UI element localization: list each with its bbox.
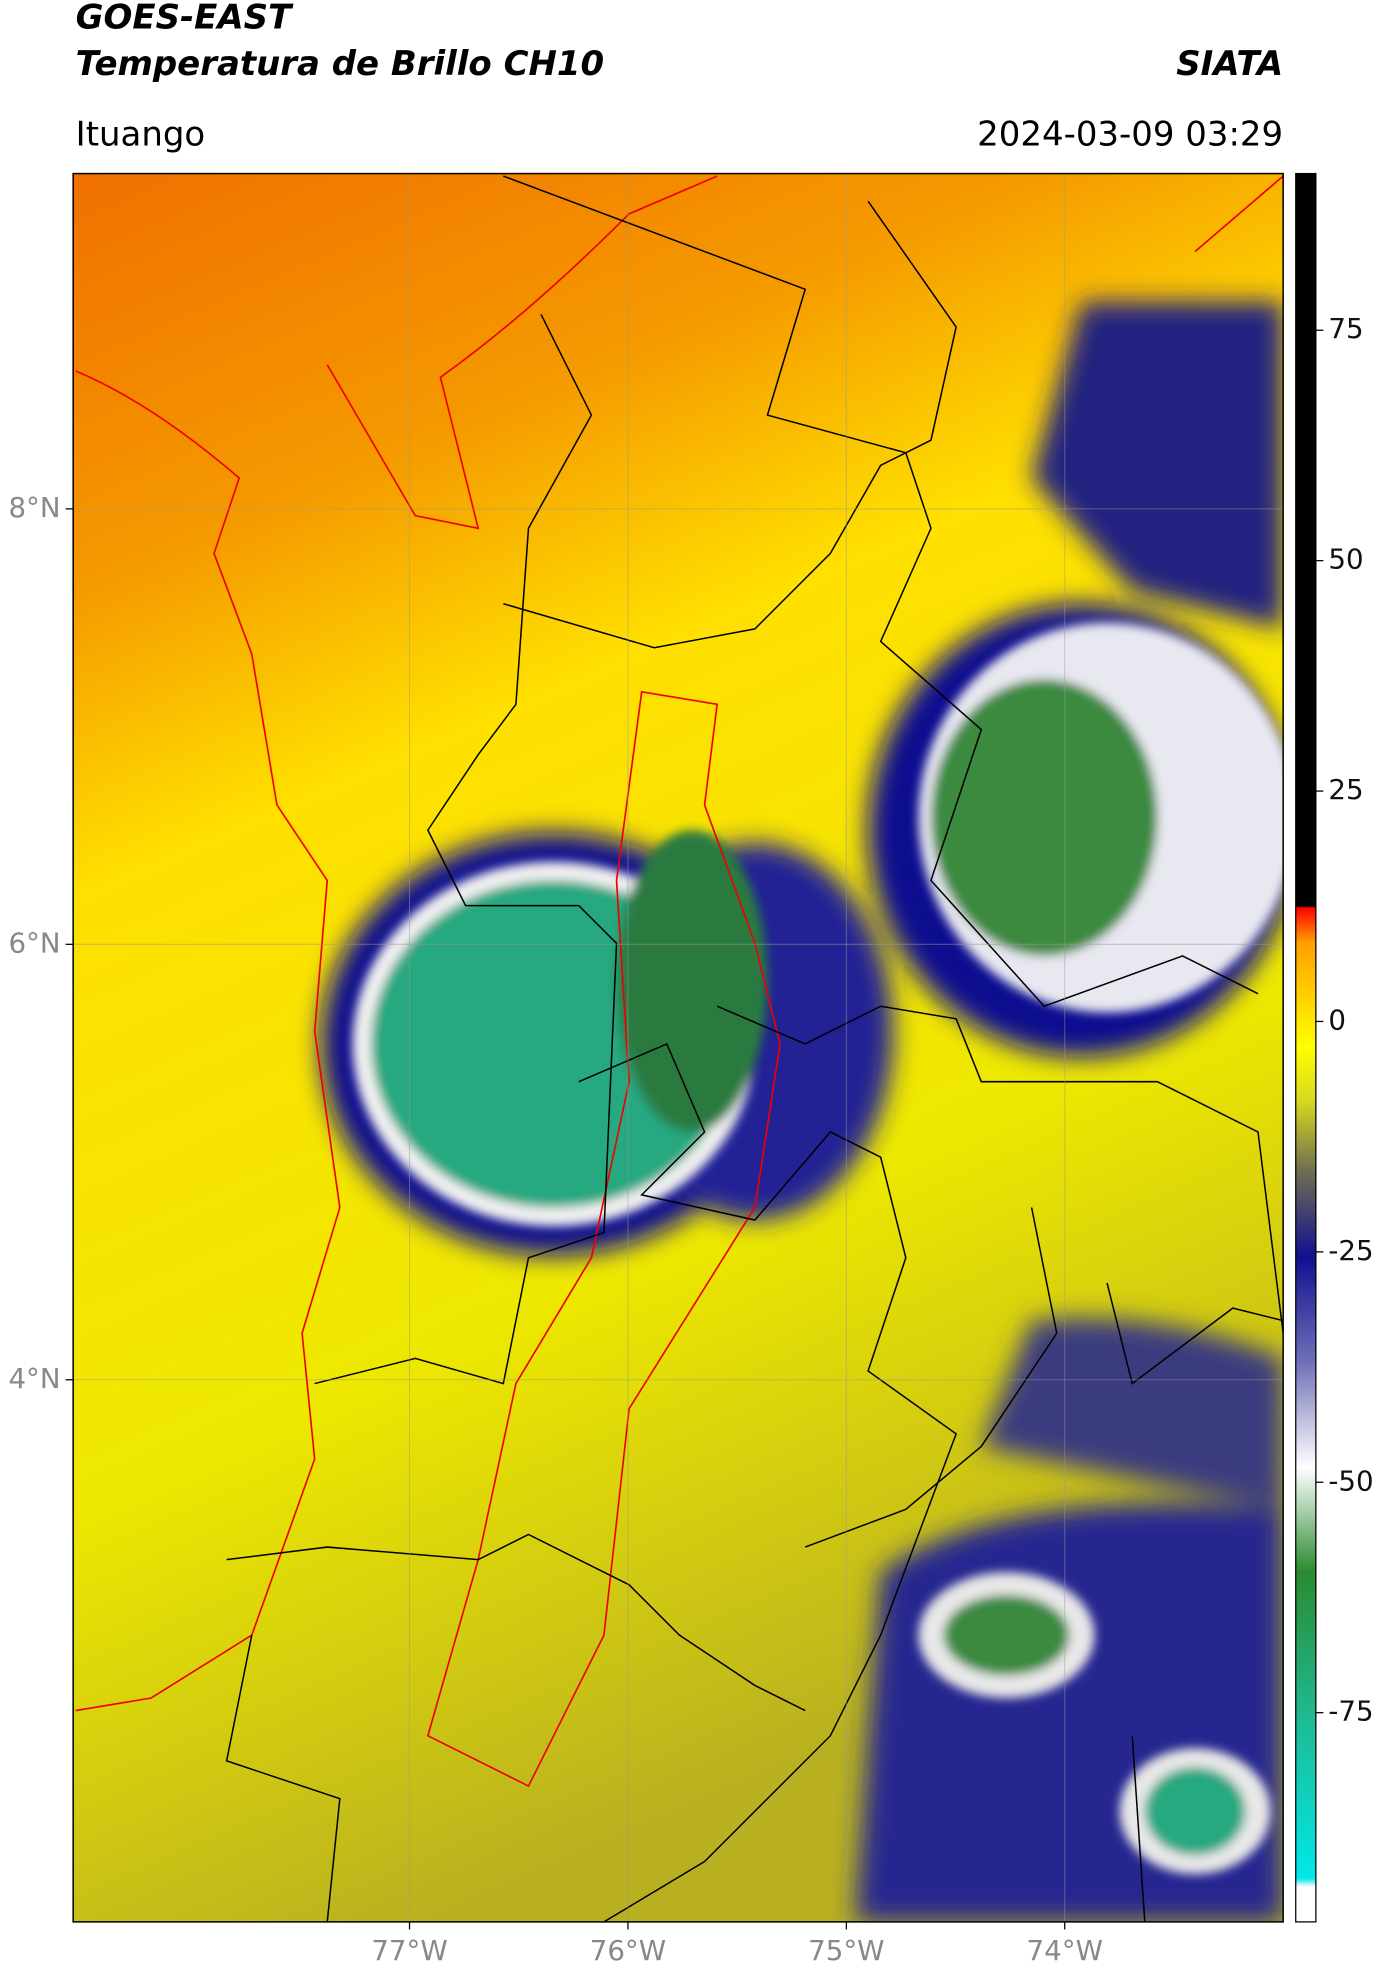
timestamp: 2024-03-09 03:29 — [977, 114, 1283, 154]
source: SIATA — [1176, 44, 1283, 84]
graticule — [73, 173, 1284, 1922]
title: GOES-EAST — [76, 0, 294, 37]
location: Ituango — [76, 114, 206, 154]
colorbar-tick-label: 75 — [1328, 312, 1363, 345]
x-tick-label: 77°W — [371, 1934, 447, 1967]
colorbar-tick-label: -75 — [1328, 1695, 1373, 1728]
colorbar-tick-label: 50 — [1328, 543, 1363, 576]
y-tick-label: 8°N — [8, 491, 60, 524]
colorbar-tick-label: 25 — [1328, 773, 1363, 806]
subtitle: Temperatura de Brillo CH10 — [76, 44, 604, 84]
map-imagery — [73, 173, 1284, 1922]
colorbar — [1295, 172, 1317, 1923]
x-tick-label: 76°W — [590, 1934, 666, 1967]
x-tick-label: 75°W — [808, 1934, 884, 1967]
y-tick-label: 4°N — [8, 1362, 60, 1395]
map-frame — [72, 172, 1284, 1923]
colorbar-tick-label: 0 — [1328, 1003, 1346, 1036]
y-tick-label: 6°N — [8, 926, 60, 959]
colorbar-tick-label: -25 — [1328, 1234, 1373, 1267]
colorbar-tick-label: -50 — [1328, 1464, 1373, 1497]
x-tick-label: 74°W — [1027, 1934, 1103, 1967]
